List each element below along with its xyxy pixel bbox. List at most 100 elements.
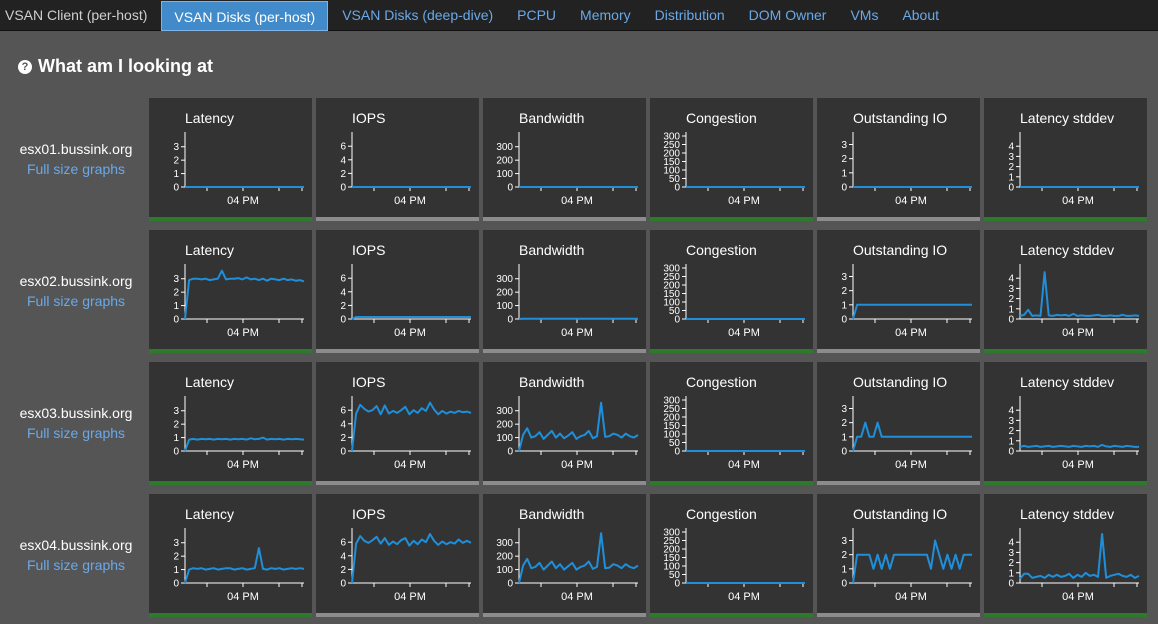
graph-latency[interactable]: 0 1 2 3 04 PM Latency	[149, 494, 312, 617]
graph-outstanding-io[interactable]: 0 1 2 3 04 PM Outstanding IO	[817, 494, 980, 617]
y-tick-label: 300	[496, 406, 513, 417]
tab-about[interactable]: About	[902, 7, 940, 23]
y-tick-label: 4	[340, 287, 346, 298]
full-size-graphs-link[interactable]: Full size graphs	[26, 161, 126, 177]
y-tick-label: 4	[340, 155, 346, 166]
graph-outstanding-io[interactable]: 0 1 2 3 04 PM Outstanding IO	[817, 98, 980, 221]
series-line	[852, 303, 972, 320]
y-tick-label: 2	[173, 420, 179, 431]
graph-iops[interactable]: 0 2 4 6 04 PM IOPS	[316, 98, 479, 221]
graph-title: Congestion	[686, 110, 757, 126]
axis-line	[184, 396, 304, 452]
full-size-graphs-link[interactable]: Full size graphs	[26, 425, 126, 441]
graph-outstanding-io[interactable]: 0 1 2 3 04 PM Outstanding IO	[817, 362, 980, 485]
full-size-graphs-link[interactable]: Full size graphs	[26, 293, 126, 309]
series-line	[351, 316, 471, 320]
status-bar	[650, 613, 813, 617]
y-tick-label: 0	[841, 183, 847, 194]
series-line	[184, 436, 305, 452]
y-tick-label: 0	[173, 447, 179, 458]
x-tick-label: 04 PM	[394, 591, 426, 603]
y-tick-label: 0	[1008, 315, 1014, 326]
y-tick-label: 0	[841, 447, 847, 458]
graph-bandwidth[interactable]: 0 100 200 300 04 PM Bandwidth	[483, 362, 646, 485]
y-tick-label: 1	[173, 565, 179, 576]
axis-line	[351, 132, 471, 188]
y-tick-label: 3	[841, 140, 847, 151]
graph-bandwidth[interactable]: 0 100 200 300 04 PM Bandwidth	[483, 494, 646, 617]
graph-title: Outstanding IO	[853, 242, 948, 258]
y-tick-label: 50	[669, 174, 681, 185]
graph-congestion[interactable]: 0 50 100 150 200 250 300 04 PM Congestion	[650, 230, 813, 353]
series-line	[518, 532, 639, 584]
tab-vms[interactable]: VMs	[850, 7, 879, 23]
graph-iops[interactable]: 0 2 4 6 04 PM IOPS	[316, 494, 479, 617]
graph-svg: 0 2 4 6 04 PM	[340, 396, 472, 471]
host-name: esx02.bussink.org	[19, 273, 133, 289]
graph-congestion[interactable]: 0 50 100 150 200 250 300 04 PM Congestion	[650, 362, 813, 485]
y-tick-label: 3	[841, 272, 847, 283]
series-line	[852, 539, 972, 584]
graph-iops[interactable]: 0 2 4 6 04 PM IOPS	[316, 230, 479, 353]
status-bar	[650, 481, 813, 485]
x-tick-label: 04 PM	[561, 327, 593, 339]
host-label: esx04.bussink.org Full size graphs	[0, 537, 152, 573]
series-line	[518, 401, 639, 452]
graph-title: Latency	[185, 506, 235, 522]
host-name: esx01.bussink.org	[19, 141, 133, 157]
full-size-graphs-link[interactable]: Full size graphs	[26, 557, 126, 573]
y-tick-label: 100	[496, 301, 513, 312]
tab-vsan-client-per-host[interactable]: VSAN Client (per-host)	[5, 7, 148, 23]
graph-latency-stddev[interactable]: 0 1 2 3 4 04 PM Latency stddev	[984, 230, 1147, 353]
graph-title: IOPS	[352, 110, 386, 126]
graph-latency[interactable]: 0 1 2 3 04 PM Latency	[149, 98, 312, 221]
tab-memory[interactable]: Memory	[580, 7, 631, 23]
status-bar	[149, 613, 312, 617]
question-circle-icon[interactable]: ?	[18, 59, 32, 74]
tab-dom-owner[interactable]: DOM Owner	[748, 7, 827, 23]
graph-bandwidth[interactable]: 0 100 200 300 04 PM Bandwidth	[483, 230, 646, 353]
x-tick-label: 04 PM	[1062, 591, 1094, 603]
y-tick-label: 0	[674, 447, 680, 458]
axis-line	[518, 132, 638, 188]
tab-vsan-disks-deep-dive[interactable]: VSAN Disks (deep-dive)	[342, 7, 494, 23]
axis-line	[852, 396, 972, 452]
y-tick-label: 6	[340, 538, 346, 549]
y-tick-label: 2	[1008, 162, 1014, 173]
graph-outstanding-io[interactable]: 0 1 2 3 04 PM Outstanding IO	[817, 230, 980, 353]
tab-pcpu[interactable]: PCPU	[517, 7, 557, 23]
graph-title: Latency stddev	[1020, 242, 1115, 258]
graph-latency-stddev[interactable]: 0 1 2 3 4 04 PM Latency stddev	[984, 98, 1147, 221]
y-tick-label: 4	[1008, 406, 1014, 417]
graph-svg: 0 100 200 300 04 PM	[496, 528, 639, 603]
y-tick-label: 200	[663, 281, 680, 292]
graph-title: Outstanding IO	[853, 110, 948, 126]
y-tick-label: 250	[663, 404, 680, 415]
tab-distribution[interactable]: Distribution	[654, 7, 725, 23]
graph-latency[interactable]: 0 1 2 3 04 PM Latency	[149, 230, 312, 353]
graph-bandwidth[interactable]: 0 100 200 300 04 PM Bandwidth	[483, 98, 646, 221]
graph-congestion[interactable]: 0 50 100 150 200 250 300 04 PM Congestion	[650, 98, 813, 221]
y-tick-label: 2	[173, 156, 179, 167]
x-tick-label: 04 PM	[895, 459, 927, 471]
y-tick-label: 3	[173, 538, 179, 549]
tab-vsan-disks-per-host[interactable]: VSAN Disks (per-host)	[161, 1, 329, 31]
axis-line	[685, 396, 805, 452]
x-tick-label: 04 PM	[728, 459, 760, 471]
y-tick-label: 300	[663, 528, 680, 539]
graph-svg: 0 2 4 6 04 PM	[340, 264, 471, 339]
graph-latency-stddev[interactable]: 0 1 2 3 4 04 PM Latency stddev	[984, 362, 1147, 485]
x-tick-label: 04 PM	[227, 591, 259, 603]
graph-latency[interactable]: 0 1 2 3 04 PM Latency	[149, 362, 312, 485]
graph-congestion[interactable]: 0 50 100 150 200 250 300 04 PM Congestion	[650, 494, 813, 617]
y-tick-label: 200	[663, 413, 680, 424]
graph-title: Congestion	[686, 242, 757, 258]
y-tick-label: 300	[496, 274, 513, 285]
graph-svg: 0 1 2 3 04 PM	[173, 396, 305, 471]
graph-iops[interactable]: 0 2 4 6 04 PM IOPS	[316, 362, 479, 485]
status-bar	[149, 217, 312, 221]
graph-latency-stddev[interactable]: 0 1 2 3 4 04 PM Latency stddev	[984, 494, 1147, 617]
host-label: esx01.bussink.org Full size graphs	[0, 141, 152, 177]
